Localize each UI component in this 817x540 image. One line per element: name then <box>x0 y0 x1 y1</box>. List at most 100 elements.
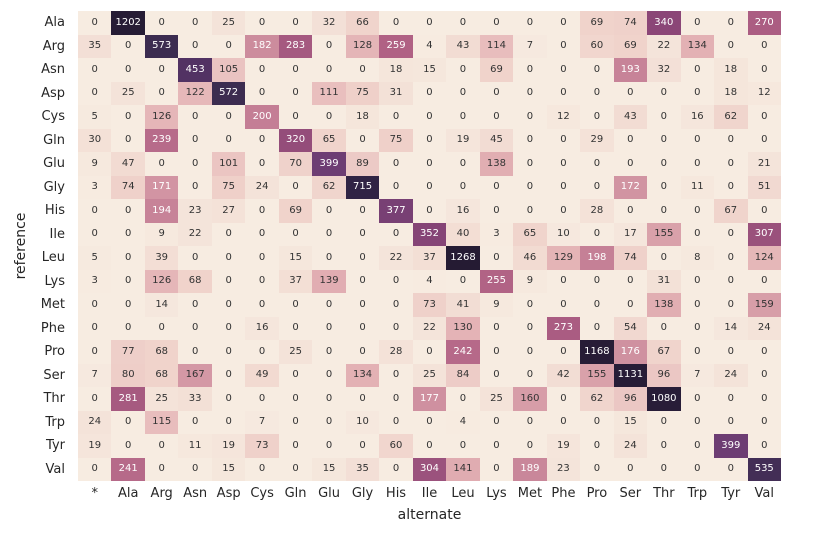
cell-value: 130 <box>453 322 473 334</box>
heatmap-cell: 0 <box>513 128 547 152</box>
heatmap-cell: 24 <box>613 434 648 458</box>
cell-value: 24 <box>724 369 738 381</box>
heatmap-cell: 0 <box>546 387 581 411</box>
heatmap-cell: 0 <box>144 11 179 35</box>
heatmap-cell: 0 <box>211 222 246 246</box>
heatmap-cell: 273 <box>546 316 581 340</box>
cell-value: 0 <box>727 157 734 169</box>
heatmap-cell: 73 <box>412 293 447 317</box>
cell-value: 0 <box>191 345 199 357</box>
cell-value: 0 <box>426 439 433 451</box>
heatmap-cell: 0 <box>613 152 648 176</box>
heatmap-cell: 0 <box>345 316 380 340</box>
cell-value: 0 <box>392 322 400 334</box>
heatmap-cell: 0 <box>446 58 480 82</box>
heatmap-cell: 0 <box>211 410 246 434</box>
heatmap-cell: 54 <box>613 316 648 340</box>
heatmap-cell: 0 <box>78 81 112 105</box>
heatmap-cell: 51 <box>747 175 781 199</box>
cell-value: 0 <box>191 134 199 146</box>
cell-value: 5 <box>91 110 98 122</box>
cell-value: 160 <box>520 392 540 404</box>
x-tick-label: His <box>385 486 407 501</box>
cell-value: 200 <box>252 110 272 122</box>
heatmap-cell: 0 <box>144 152 179 176</box>
heatmap-cell: 377 <box>379 199 413 223</box>
cell-value: 239 <box>152 134 172 146</box>
heatmap-cell: 0 <box>714 34 748 58</box>
cell-value: 0 <box>560 298 567 310</box>
cell-value: 29 <box>590 134 604 146</box>
cell-value: 0 <box>125 134 132 146</box>
cell-value: 0 <box>258 298 266 310</box>
heatmap-cell: 0 <box>513 105 547 129</box>
cell-value: 0 <box>258 228 266 240</box>
cell-value: 0 <box>560 416 567 428</box>
heatmap-cell: 65 <box>513 222 547 246</box>
x-tick-label: Asp <box>216 486 241 501</box>
cell-value: 0 <box>325 322 333 334</box>
cell-value: 73 <box>423 298 436 310</box>
cell-value: 73 <box>255 439 269 451</box>
heatmap-cell: 0 <box>513 152 547 176</box>
heatmap-cell: 0 <box>111 293 145 317</box>
heatmap-cell: 0 <box>479 340 514 364</box>
cell-value: 0 <box>292 369 299 381</box>
heatmap-cell: 68 <box>178 269 212 293</box>
heatmap-cell: 62 <box>714 105 748 129</box>
heatmap-cell: 4 <box>412 269 447 293</box>
cell-value: 0 <box>493 369 500 381</box>
heatmap-cell: 75 <box>345 81 380 105</box>
y-tick-label: Asn <box>41 62 65 78</box>
y-tick-label: Ser <box>43 367 65 383</box>
cell-value: 0 <box>325 439 333 451</box>
cell-value: 0 <box>359 345 366 357</box>
heatmap-cell: 0 <box>446 434 480 458</box>
cell-value: 0 <box>225 369 232 381</box>
heatmap-cell: 0 <box>714 128 748 152</box>
heatmap-cell: 0 <box>479 175 514 199</box>
cell-value: 0 <box>593 110 601 122</box>
cell-value: 0 <box>526 204 534 216</box>
heatmap-cell: 0 <box>178 410 212 434</box>
cell-value: 0 <box>493 181 500 193</box>
y-tick-label: Ile <box>49 226 65 242</box>
heatmap-cell: 0 <box>345 387 380 411</box>
heatmap-cell: 0 <box>278 363 313 387</box>
cell-value: 0 <box>761 40 768 52</box>
cell-value: 0 <box>493 16 500 28</box>
cell-value: 281 <box>118 392 138 404</box>
heatmap-cell: 15 <box>211 457 246 481</box>
heatmap-cell: 0 <box>513 434 547 458</box>
x-tick-label: Lys <box>486 486 507 501</box>
heatmap-cell: 10 <box>546 222 581 246</box>
cell-value: 74 <box>121 181 135 193</box>
heatmap-cell: 22 <box>412 316 447 340</box>
heatmap-cell: 0 <box>747 340 781 364</box>
heatmap-cell: 128 <box>345 34 380 58</box>
heatmap-cell: 0 <box>613 128 648 152</box>
cell-value: 0 <box>761 204 768 216</box>
cell-value: 0 <box>593 439 601 451</box>
heatmap-cell: 0 <box>680 457 715 481</box>
heatmap-cell: 0 <box>245 246 279 270</box>
heatmap-cell: 0 <box>78 222 112 246</box>
heatmap-cell: 24 <box>747 316 781 340</box>
cell-value: 18 <box>724 63 738 75</box>
heatmap-cell: 0 <box>680 199 715 223</box>
heatmap-cell: 0 <box>580 457 614 481</box>
heatmap-cell: 0 <box>144 457 179 481</box>
cell-value: 0 <box>526 16 534 28</box>
heatmap-cell: 0 <box>245 199 279 223</box>
heatmap-cell: 0 <box>379 152 413 176</box>
heatmap-cell: 0 <box>211 363 246 387</box>
heatmap-cell: 0 <box>513 11 547 35</box>
heatmap-cell: 0 <box>513 340 547 364</box>
heatmap-cell: 0 <box>747 58 781 82</box>
cell-value: 17 <box>623 228 637 240</box>
cell-value: 60 <box>389 439 403 451</box>
cell-value: 0 <box>225 134 232 146</box>
cell-value: 198 <box>587 251 607 263</box>
y-tick-label: Asp <box>41 85 65 101</box>
cell-value: 0 <box>125 439 132 451</box>
